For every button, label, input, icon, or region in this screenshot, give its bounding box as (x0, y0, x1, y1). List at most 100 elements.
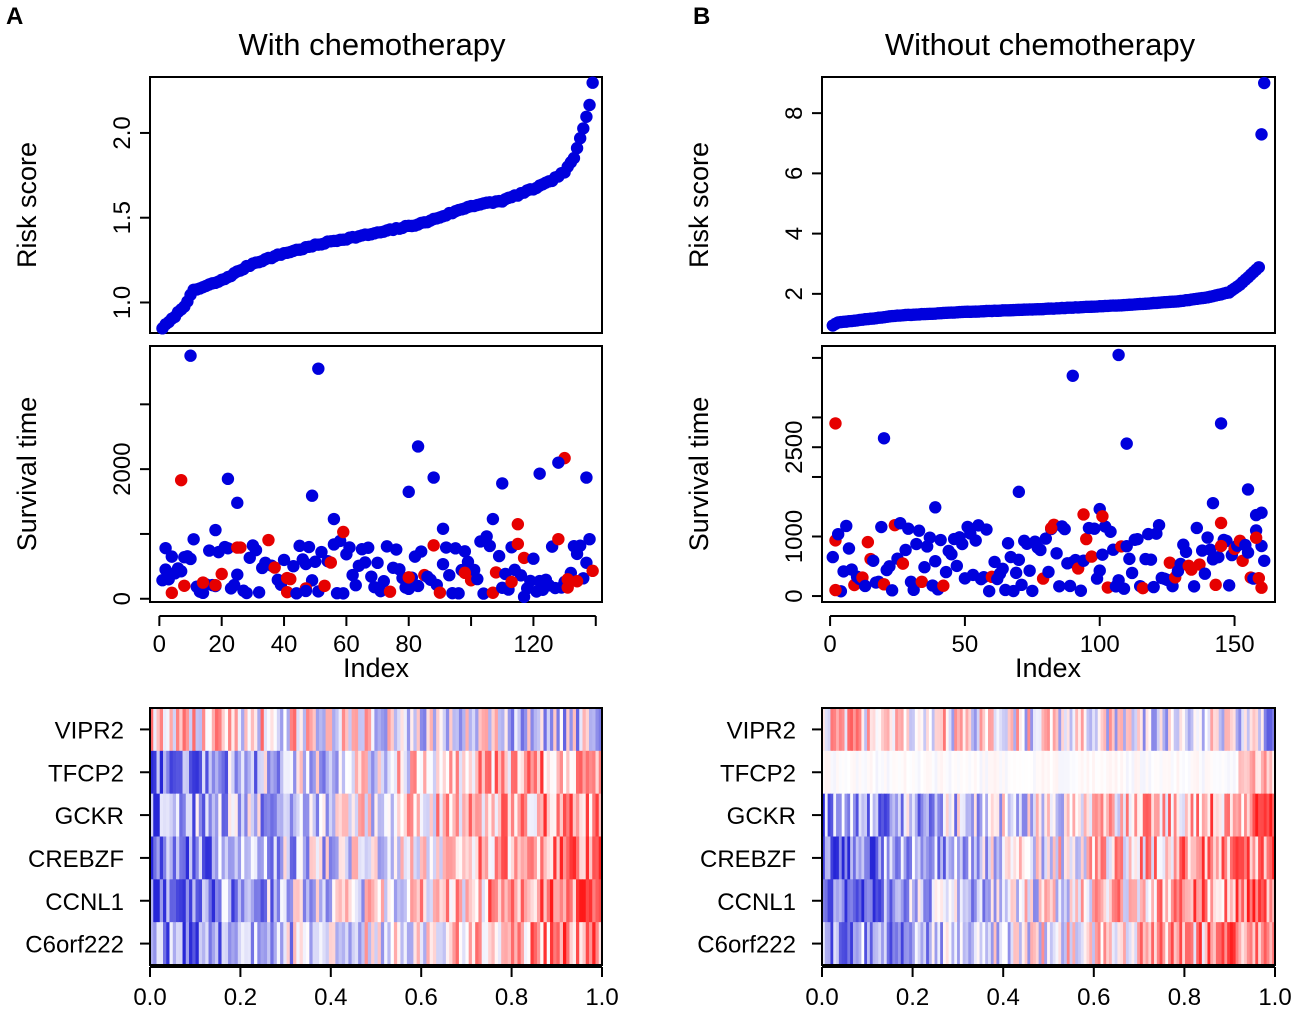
heatmap-cell (988, 708, 992, 752)
heatmap-cell (912, 793, 916, 838)
heatmap-cell (156, 836, 161, 880)
heatmap-cell (872, 793, 877, 838)
heatmap-cell (517, 922, 522, 966)
heatmap-cell (1142, 793, 1147, 838)
heatmap-cell (478, 922, 483, 966)
heatmap-cell (413, 750, 418, 795)
heatmap-cell (488, 793, 493, 838)
heatmap-cell (1201, 750, 1206, 795)
heatmap-cell (1246, 708, 1251, 752)
heatmap-cell (1156, 708, 1161, 752)
heatmap-cell (345, 793, 349, 838)
heatmap-cell (1106, 750, 1110, 795)
survival-point-dead (915, 575, 928, 589)
heatmap-cell (442, 836, 447, 880)
heatmap-cell (867, 793, 871, 838)
heatmap-cell (514, 708, 519, 752)
heatmap-cell (951, 793, 955, 838)
heatmap-cell (536, 708, 541, 752)
heatmap-cell (1055, 708, 1059, 752)
heatmap-cell (556, 879, 561, 923)
heatmap-cell (523, 793, 528, 838)
heatmap-cell (982, 879, 986, 923)
heatmap-cell (892, 879, 896, 923)
heatmap-cell (1066, 750, 1071, 795)
heatmap-cell (1083, 750, 1088, 795)
heatmap-cell (954, 793, 958, 838)
survival-point-alive (1190, 521, 1204, 535)
heatmap-cell (527, 836, 532, 880)
heatmap-cell (556, 793, 561, 838)
heatmap-cell (452, 879, 457, 923)
heatmap-cell (1187, 879, 1192, 923)
survival-point-dead (552, 532, 565, 546)
heatmap-cell (855, 708, 860, 752)
heatmap-cell (309, 793, 314, 838)
heatmap-cell (1266, 793, 1270, 838)
heatmap-cell (881, 922, 885, 966)
heatmap-cell (507, 922, 512, 966)
heatmap-cell (847, 793, 851, 838)
heatmap-cell (1106, 922, 1110, 966)
heatmap-cell (572, 922, 577, 966)
heatmap-cell (1199, 836, 1203, 880)
survival-point-alive (302, 540, 316, 554)
heatmap-cell (1078, 922, 1082, 966)
heatmap-cell (215, 922, 219, 966)
heatmap-cell (931, 879, 936, 923)
survival-plot-frame-a (149, 345, 603, 603)
heatmap-cell (348, 750, 353, 795)
heatmap-cell (358, 708, 362, 752)
heatmap-cell (1190, 879, 1195, 923)
heatmap-cell (861, 750, 865, 795)
risk-ytick-label-b-1: 2 (781, 287, 808, 300)
heatmap-cell (504, 836, 509, 880)
heatmap-cell (954, 879, 958, 923)
survival-point-alive (899, 543, 912, 557)
heatmap-cell (903, 879, 908, 923)
heatmap-cell (914, 879, 919, 923)
heatmap-cell (1055, 922, 1059, 966)
heatmap-xaxis-b: 0.0 0.2 0.4 0.6 0.8 1.0 (805, 966, 1292, 1011)
heatmap-cell (172, 793, 177, 838)
heatmap-cell (1139, 708, 1144, 752)
heatmap-cell (286, 836, 291, 880)
heatmap-cell (1176, 793, 1180, 838)
heatmap-cell (458, 922, 463, 966)
heatmap-cell (478, 750, 483, 795)
heatmap-cell (942, 793, 947, 838)
heatmap-cell (996, 708, 1000, 752)
survival-point-alive (165, 550, 179, 563)
heatmap-cell (1044, 793, 1048, 838)
survival-point-alive (187, 533, 200, 546)
heatmap-cell (345, 708, 349, 752)
heatmap-cell (895, 708, 899, 752)
heatmap-cell (858, 922, 862, 966)
heatmap-cell (156, 750, 161, 795)
heatmap-cell (1269, 879, 1273, 923)
heatmap-cell (1244, 708, 1248, 752)
gene-label-a-c6orf222: C6orf222 (25, 932, 124, 959)
heatmap-cell (1241, 708, 1245, 752)
heatmap-cell (426, 836, 431, 880)
heatmap-cell (276, 750, 281, 795)
heatmap-cell (948, 793, 953, 838)
heatmap-cell (931, 836, 936, 880)
heatmap-cell (951, 836, 955, 880)
heatmap-cell (341, 708, 346, 752)
heatmap-cell (962, 879, 967, 923)
heatmap-cell (462, 879, 467, 923)
survival-point-dead (215, 567, 228, 581)
survival-point-dead (511, 518, 525, 531)
heatmap-cell (507, 793, 512, 838)
heatmap-cell (1035, 793, 1040, 838)
heatmap-cell (442, 879, 447, 923)
heatmap-cell (1078, 836, 1082, 880)
heatmap-cell (491, 750, 496, 795)
heatmap-cell (530, 708, 535, 752)
heatmap-cell (1190, 708, 1195, 752)
heatmap-cell (844, 836, 848, 880)
heatmap-cell (1131, 708, 1135, 752)
heatmap-cell (852, 750, 857, 795)
heatmap-cell (166, 793, 171, 838)
